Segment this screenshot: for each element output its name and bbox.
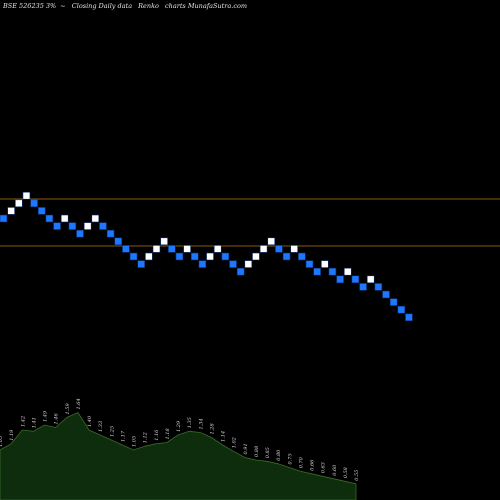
volume-label: 1.05: [132, 436, 138, 447]
renko-brick-down: [53, 222, 61, 230]
renko-brick-down: [175, 252, 184, 261]
renko-brick-up: [15, 199, 23, 208]
renko-brick-down: [37, 207, 46, 215]
renko-brick-down: [168, 245, 176, 253]
renko-brick-up: [343, 267, 352, 276]
renko-brick-down: [389, 298, 398, 306]
volume-label: 1.17: [120, 430, 126, 442]
symbol-label: BSE 526235 3%: [3, 2, 57, 10]
volume-label: 1.42: [20, 416, 26, 427]
renko-brick-down: [313, 267, 321, 276]
renko-brick-down: [229, 260, 237, 268]
renko-brick-up: [252, 252, 260, 261]
renko-brick-down: [114, 237, 123, 246]
renko-brick-down: [351, 275, 360, 284]
renko-brick-up: [290, 245, 299, 253]
volume-label: 1.34: [198, 418, 204, 429]
renko-brick-down: [236, 267, 245, 276]
volume-label: 1.18: [165, 428, 171, 439]
volume-label: 0.80: [276, 449, 282, 461]
renko-brick-down: [122, 245, 130, 253]
volume-label: 0.55: [354, 470, 360, 481]
renko-brick-up: [366, 275, 375, 284]
renko-brick-down: [221, 252, 230, 261]
renko-brick-down: [30, 199, 38, 208]
volume-label: 0.66: [310, 459, 316, 471]
volume-label: 1.40: [87, 415, 93, 427]
chart-type-label: Renko: [138, 2, 159, 10]
renko-brick-down: [68, 222, 77, 230]
volume-label: 1.14: [221, 431, 227, 442]
renko-brick-down: [106, 229, 115, 238]
renko-brick-up: [60, 214, 69, 223]
volume-label: 1.64: [76, 398, 82, 409]
renko-brick-down: [137, 260, 145, 268]
volume-label: 0.63: [321, 462, 327, 473]
renko-brick-down: [190, 252, 199, 261]
renko-brick-down: [336, 275, 344, 284]
renko-brick-down: [305, 260, 314, 268]
volume-label: 1.16: [154, 429, 160, 441]
volume-label: 1.25: [109, 426, 115, 437]
volume-label: 1.35: [187, 417, 193, 428]
volume-label: 1.28: [209, 423, 215, 434]
renko-brick-up: [320, 260, 329, 268]
renko-brick-down: [374, 283, 383, 291]
renko-brick-down: [397, 305, 406, 314]
renko-brick-up: [7, 207, 15, 215]
renko-brick-up: [244, 260, 253, 268]
renko-brick-down: [0, 214, 8, 223]
renko-brick-up: [83, 222, 92, 230]
renko-brick-up: [91, 214, 100, 223]
renko-brick-up: [259, 245, 268, 253]
renko-brick-up: [145, 252, 153, 261]
header-dash: ~: [60, 2, 66, 10]
volume-label: 0.75: [287, 453, 293, 464]
volume-label: 0.91: [243, 443, 249, 454]
volume-label: 1.33: [98, 421, 104, 432]
renko-brick-down: [282, 252, 291, 261]
volume-label: 0.58: [343, 467, 349, 478]
volume-label: 0.70: [298, 456, 304, 468]
volume-label: 0.88: [254, 446, 260, 457]
volume-label: 1.05: [0, 436, 4, 447]
volume-label: 1.59: [65, 403, 71, 415]
renko-brick-down: [275, 245, 283, 253]
renko-brick-up: [160, 237, 168, 246]
renko-brick-down: [298, 252, 306, 261]
description-label: Closing Daily data: [71, 2, 133, 10]
volume-label: 1.46: [54, 413, 60, 425]
volume-label: 1.49: [43, 410, 49, 422]
site-label: charts MunafaSutra.com: [165, 2, 248, 10]
renko-brick-up: [213, 245, 222, 253]
renko-brick-down: [45, 214, 54, 223]
renko-brick-up: [267, 237, 276, 246]
volume-label: 0.85: [265, 447, 271, 458]
renko-brick-down: [359, 283, 367, 291]
volume-label: 1.19: [9, 429, 15, 441]
renko-brick-down: [382, 290, 390, 299]
volume-area: [0, 411, 357, 500]
volume-label: 0.60: [332, 464, 338, 476]
renko-brick-down: [405, 313, 413, 322]
renko-brick-up: [22, 191, 31, 200]
renko-brick-up: [152, 245, 161, 253]
volume-label: 1.12: [143, 432, 149, 443]
volume-label: 1.29: [176, 420, 182, 432]
renko-brick-down: [76, 229, 84, 238]
renko-brick-down: [99, 222, 107, 230]
volume-label: 1.02: [232, 437, 238, 448]
renko-brick-down: [129, 252, 138, 261]
chart-header: BSE 526235 3% ~ Closing Daily data Renko …: [3, 2, 251, 10]
volume-label: 1.41: [31, 417, 37, 428]
renko-brick-down: [198, 260, 207, 268]
renko-brick-up: [183, 245, 191, 253]
renko-brick-up: [206, 252, 214, 261]
renko-brick-down: [328, 267, 337, 276]
